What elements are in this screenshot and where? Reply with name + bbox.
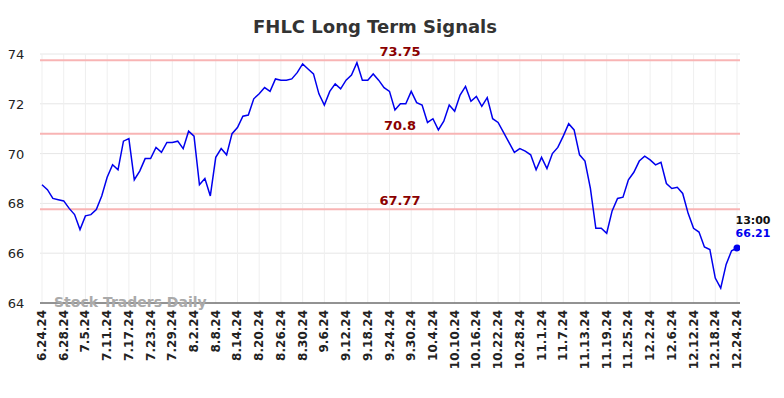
x-tick-label: 12.18.24	[708, 310, 722, 369]
grid-line	[737, 54, 738, 303]
reference-line	[40, 133, 740, 135]
reference-label: 67.77	[379, 193, 420, 208]
y-tick-label: 64	[8, 296, 25, 311]
x-tick-label: 11.25.24	[621, 310, 635, 369]
last-point	[734, 244, 741, 251]
y-tick-label: 66	[8, 246, 25, 261]
x-tick-label: 7.23.24	[144, 310, 158, 361]
price-line	[42, 63, 737, 288]
reference-line	[40, 59, 740, 61]
grid-line	[172, 54, 173, 303]
grid-line	[215, 54, 216, 303]
grid-line	[237, 54, 238, 303]
grid-line	[715, 54, 716, 303]
grid-line	[693, 54, 694, 303]
x-tick-label: 12.6.24	[665, 310, 679, 361]
grid-line	[85, 54, 86, 303]
title: FHLC Long Term Signals	[253, 16, 497, 37]
x-tick-label: 7.17.24	[122, 310, 136, 361]
x-tick-label: 8.2.24	[187, 310, 201, 353]
y-tick-label: 68	[8, 196, 25, 211]
last-value: 66.21	[736, 227, 771, 240]
grid-line	[476, 54, 477, 303]
grid-line	[498, 54, 499, 303]
x-tick-label: 8.30.24	[296, 310, 310, 361]
grid-line	[259, 54, 260, 303]
y-tick-label: 72	[8, 97, 25, 112]
grid-line	[432, 54, 433, 303]
x-tick-label: 11.19.24	[600, 310, 614, 369]
reference-line	[40, 208, 740, 210]
x-tick-label: 6.24.24	[35, 310, 49, 361]
grid-line	[541, 54, 542, 303]
grid-line	[346, 54, 347, 303]
x-tick-label: 8.26.24	[274, 310, 288, 361]
x-tick-label: 11.13.24	[578, 310, 592, 369]
last-time: 13:00	[735, 214, 770, 227]
x-tick-label: 11.1.24	[535, 310, 549, 361]
plot-area	[42, 63, 740, 288]
grid-line	[606, 54, 607, 303]
x-tick-label: 8.20.24	[252, 310, 266, 361]
grid-line	[367, 54, 368, 303]
grid-line	[671, 54, 672, 303]
grid-line	[324, 54, 325, 303]
grid-line	[194, 54, 195, 303]
grid-line	[280, 54, 281, 303]
x-tick-label: 12.2.24	[643, 310, 657, 361]
x-tick-label: 8.14.24	[230, 310, 244, 361]
x-tick-label: 9.12.24	[339, 310, 353, 361]
grid-line	[584, 54, 585, 303]
x-tick-label: 10.22.24	[491, 310, 505, 369]
x-tick-label: 9.18.24	[361, 310, 375, 361]
watermark: Stock Traders Daily	[54, 294, 207, 310]
chart: 64 66 68 70 72 74 6.24.24 6.28.24 7.5.24 7.11.24 7…	[0, 0, 784, 398]
x-tick-label: 12.12.24	[687, 310, 701, 369]
x-tick-label: 8.8.24	[209, 310, 223, 353]
x-tick-label: 6.28.24	[57, 310, 71, 361]
x-tick-label: 9.24.24	[383, 310, 397, 361]
x-tick-label: 7.5.24	[78, 310, 92, 353]
grid-line	[63, 54, 64, 303]
x-tick-label: 7.29.24	[165, 310, 179, 361]
x-tick-label: 11.7.24	[556, 310, 570, 361]
reference-label: 73.75	[379, 44, 420, 59]
reference-label: 70.8	[384, 118, 416, 133]
x-tick-label: 12.24.24	[730, 310, 744, 369]
grid-line	[150, 54, 151, 303]
grid-line	[42, 54, 43, 303]
grid-line	[128, 54, 129, 303]
x-tick-label: 9.6.24	[317, 310, 331, 353]
y-tick-label: 70	[8, 147, 25, 162]
y-tick-label: 74	[8, 47, 25, 62]
grid-line	[302, 54, 303, 303]
x-tick-label: 9.30.24	[404, 310, 418, 361]
x-tick-label: 10.28.24	[513, 310, 527, 369]
x-tick-label: 10.16.24	[469, 310, 483, 369]
grid-line	[650, 54, 651, 303]
x-tick-label: 10.4.24	[426, 310, 440, 361]
grid-line	[563, 54, 564, 303]
grid-line	[454, 54, 455, 303]
x-tick-label: 7.11.24	[100, 310, 114, 361]
grid-line	[519, 54, 520, 303]
x-tick-label: 10.10.24	[448, 310, 462, 369]
